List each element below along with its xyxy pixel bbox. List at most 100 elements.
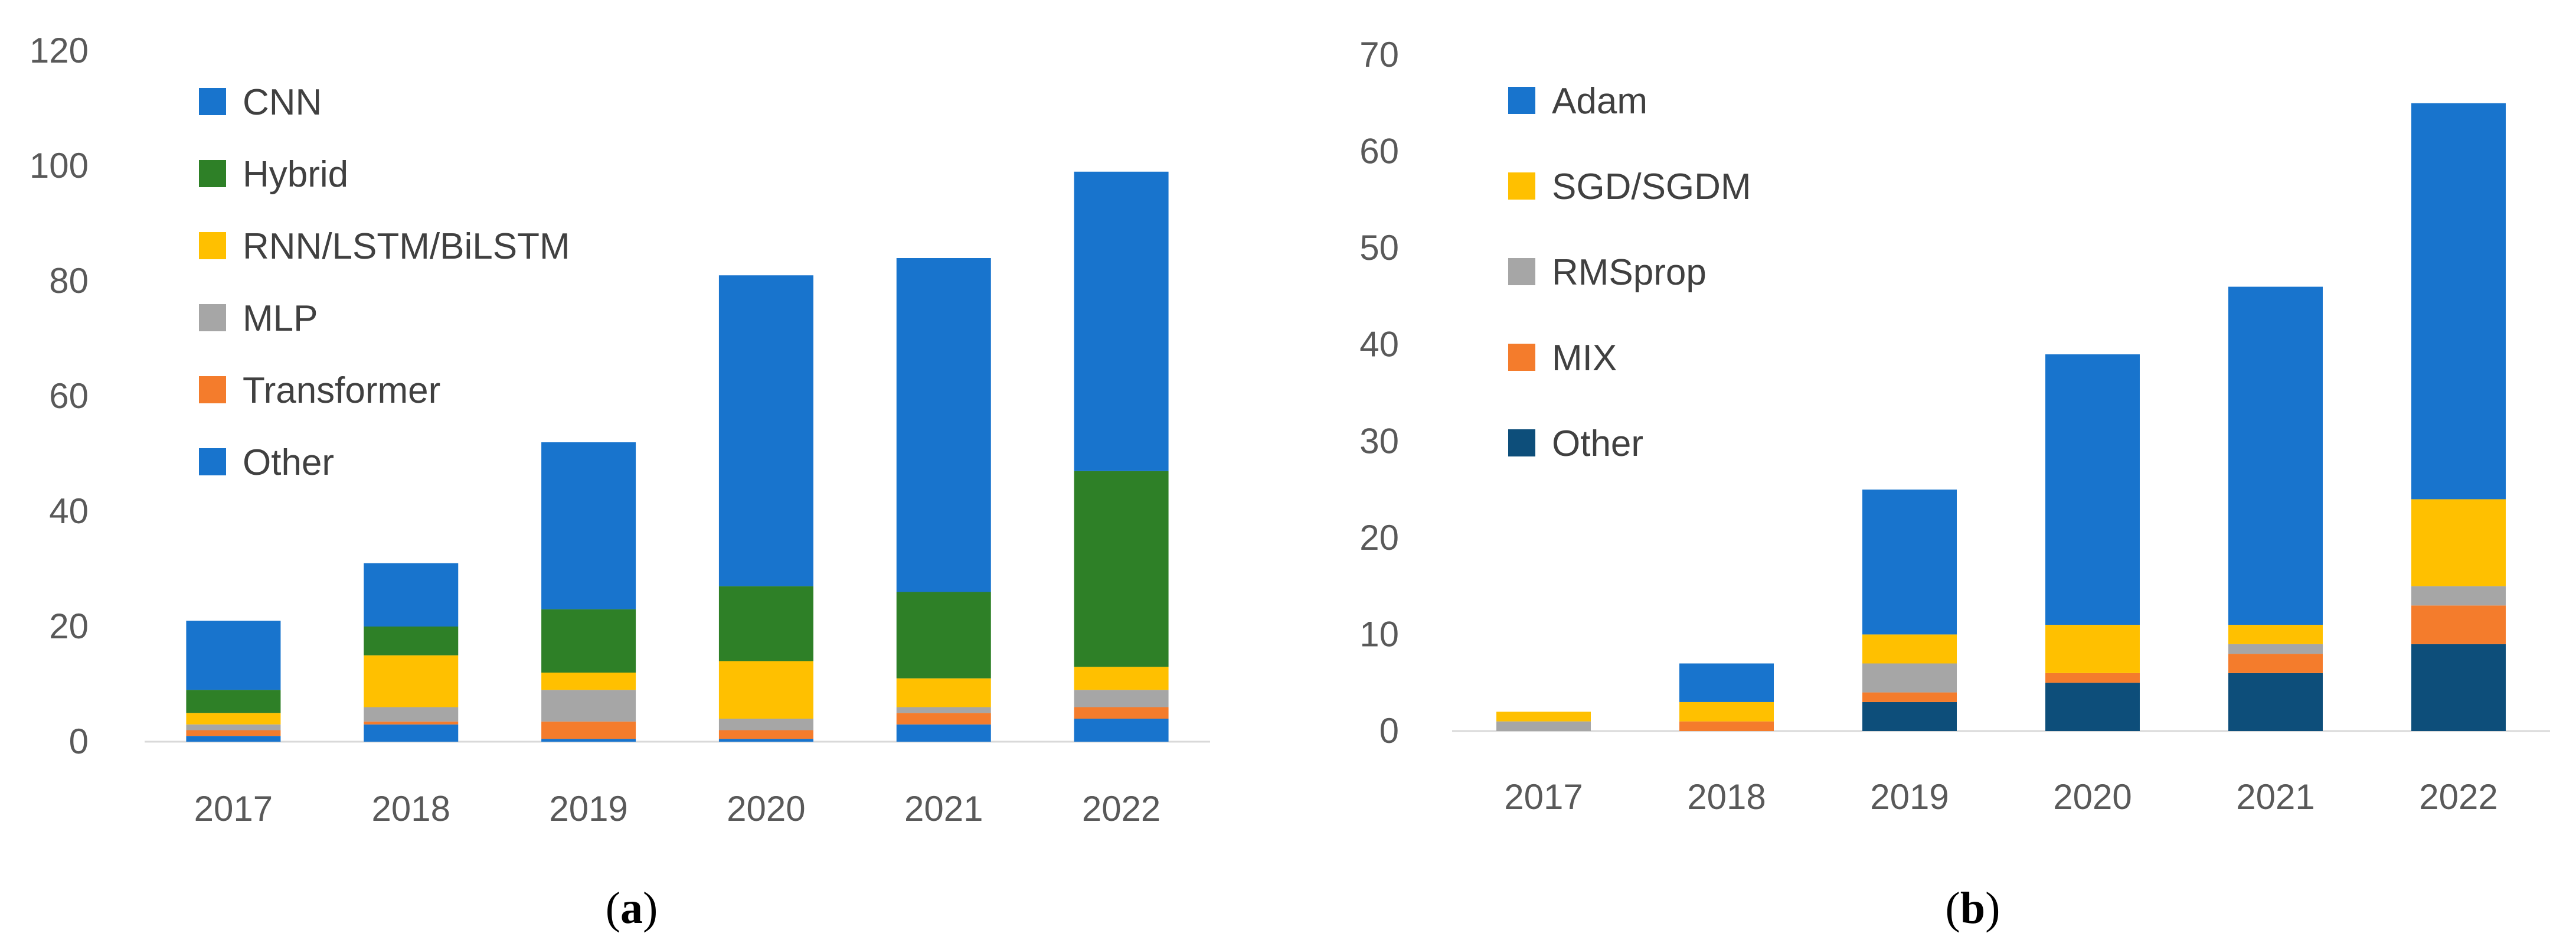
bar-segment-transformer (541, 721, 636, 739)
y-tick-label: 30 (1359, 421, 1399, 461)
legend-label: Adam (1552, 81, 1647, 122)
bar-segment-rnn-lstm-bilstm (718, 661, 813, 719)
bar-segment-mlp (364, 707, 459, 722)
x-tick-label: 2021 (2236, 777, 2315, 817)
bar-segment-mlp (896, 707, 991, 713)
panel-label-open: ( (606, 883, 620, 933)
legend-label: SGD/SGDM (1552, 167, 1751, 207)
bar-segment-transformer (186, 730, 281, 736)
bar-segment-transformer (718, 730, 813, 739)
bar-segment-rmsprop (1496, 721, 1591, 731)
bar-segment-other (364, 724, 459, 742)
chart-panel-b: 0 10 20 30 40 50 60 70 2017 2018 2019 2020 2021 2022 A… (1359, 35, 2550, 933)
bar-segment-other (2411, 644, 2506, 731)
bar-segment-hybrid (896, 592, 991, 678)
bar-segment-mix (2411, 605, 2506, 644)
bar-segment-sgd-sgdm (1496, 712, 1591, 722)
bar-segment-other (896, 724, 991, 742)
bar-segment-rnn-lstm-bilstm (541, 673, 636, 690)
bar-segment-transformer (364, 721, 459, 725)
bar-segment-cnn (1074, 171, 1169, 471)
bar-segment-rnn-lstm-bilstm (364, 655, 459, 707)
legend-swatch (199, 304, 226, 331)
x-tick-label: 2018 (1687, 777, 1766, 817)
legend-label: RNN/LSTM/BiLSTM (243, 226, 570, 267)
bar-segment-adam (1862, 490, 1957, 635)
bar-segment-mlp (541, 690, 636, 722)
y-tick-label: 40 (49, 491, 89, 531)
y-tick-label: 100 (30, 146, 89, 185)
bar-segment-transformer (1074, 707, 1169, 719)
y-tick-label: 10 (1359, 614, 1399, 654)
bar-segment-transformer (896, 713, 991, 725)
bar-segment-cnn (364, 563, 459, 627)
bar-segment-other (1074, 719, 1169, 742)
bar-segment-hybrid (1074, 471, 1169, 667)
legend-swatch (1508, 429, 1535, 456)
y-tick-label: 0 (69, 722, 89, 761)
bar-segment-rnn-lstm-bilstm (1074, 667, 1169, 690)
bar-segment-rnn-lstm-bilstm (896, 678, 991, 707)
y-tick-label: 120 (30, 31, 89, 70)
bar-segment-sgd-sgdm (1679, 702, 1774, 722)
bar-segment-hybrid (186, 690, 281, 713)
chart-panel-a: 0 20 40 60 80 100 120 2017 2018 2019 2020 2021 2022 C… (30, 31, 1210, 933)
legend-label: MIX (1552, 338, 1617, 379)
bar-segment-adam (1679, 663, 1774, 702)
bar-segment-cnn (186, 621, 281, 690)
legend-swatch (199, 160, 226, 187)
bar-segment-cnn (541, 442, 636, 609)
bar-segment-other (541, 739, 636, 742)
legend-label: RMSprop (1552, 252, 1707, 293)
bar-segment-mlp (718, 719, 813, 730)
y-tick-label: 40 (1359, 325, 1399, 364)
x-tick-label: 2022 (1082, 789, 1160, 828)
bar-segment-sgd-sgdm (1862, 634, 1957, 664)
bar-segment-other (1862, 702, 1957, 731)
legend-swatch (199, 232, 226, 259)
bar-segment-adam (2228, 286, 2323, 625)
y-tick-label: 0 (1379, 711, 1399, 751)
bar-segment-mix (1862, 692, 1957, 702)
panel-label-close: ) (643, 883, 658, 933)
bar-segment-rmsprop (2411, 586, 2506, 606)
x-tick-label: 2017 (194, 789, 273, 828)
bar-segment-sgd-sgdm (2411, 499, 2506, 586)
bar-segment-sgd-sgdm (2045, 625, 2140, 673)
bar-segment-adam (2411, 103, 2506, 500)
bar-segment-other (186, 736, 281, 742)
y-tick-label: 60 (1359, 132, 1399, 171)
x-tick-label: 2020 (727, 789, 805, 828)
legend-swatch (1508, 87, 1535, 114)
legend-label: MLP (243, 298, 318, 339)
legend-swatch (1508, 344, 1535, 371)
x-tick-label: 2020 (2053, 777, 2132, 817)
y-tick-label: 70 (1359, 35, 1399, 74)
x-tick-label: 2018 (372, 789, 450, 828)
y-tick-label: 50 (1359, 228, 1399, 268)
panel-label: (b) (1946, 883, 2000, 933)
bar-segment-adam (2045, 354, 2140, 625)
legend-swatch (199, 448, 226, 475)
y-tick-label: 20 (49, 606, 89, 646)
bar-segment-other (2045, 683, 2140, 731)
legend-swatch (199, 88, 226, 115)
x-tick-label: 2022 (2419, 777, 2497, 817)
bar-segment-mlp (1074, 690, 1169, 707)
panel-label-open: ( (1946, 883, 1960, 933)
legend-label: Other (1552, 423, 1643, 464)
panel-label-close: ) (1985, 883, 2000, 933)
bar-segment-mix (2045, 673, 2140, 683)
legend-swatch (1508, 258, 1535, 285)
bar-segment-mix (2228, 654, 2323, 673)
legend-label: CNN (243, 82, 322, 123)
y-tick-label: 80 (49, 261, 89, 301)
bar-segment-rnn-lstm-bilstm (186, 713, 281, 725)
panel-label: (a) (606, 883, 658, 933)
y-tick-label: 60 (49, 376, 89, 416)
x-tick-label: 2021 (904, 789, 983, 828)
legend-label: Other (243, 442, 334, 483)
x-tick-label: 2019 (549, 789, 627, 828)
y-tick-label: 20 (1359, 518, 1399, 557)
